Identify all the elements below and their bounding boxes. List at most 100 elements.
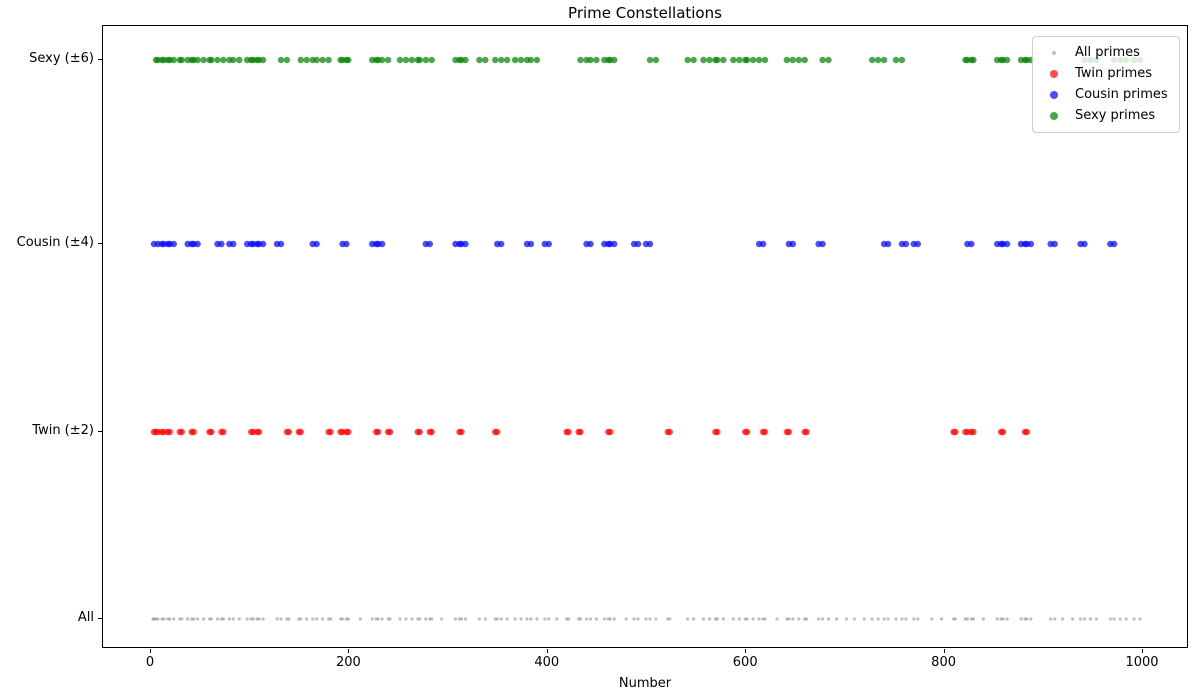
data-point-cousin-primes bbox=[426, 240, 433, 248]
data-point-all-primes bbox=[1078, 617, 1083, 621]
data-point-twin-primes bbox=[952, 428, 959, 436]
data-point-cousin-primes bbox=[646, 240, 654, 248]
data-point-all-primes bbox=[209, 617, 214, 621]
data-point-all-primes bbox=[227, 617, 231, 621]
xtick-label-1000: 1000 bbox=[1125, 655, 1159, 670]
data-point-all-primes bbox=[525, 617, 529, 621]
data-point-all-primes bbox=[1118, 617, 1122, 621]
data-point-all-primes bbox=[1138, 617, 1142, 621]
data-point-sexy-primes bbox=[898, 56, 906, 64]
data-point-twin-primes bbox=[803, 428, 810, 436]
data-point-all-primes bbox=[535, 617, 539, 621]
data-point-all-primes bbox=[495, 617, 499, 621]
data-point-all-primes bbox=[499, 617, 503, 621]
data-point-all-primes bbox=[797, 617, 801, 621]
data-point-all-primes bbox=[862, 617, 866, 621]
data-point-sexy-primes bbox=[384, 56, 392, 64]
data-point-all-primes bbox=[668, 617, 672, 621]
data-point-all-primes bbox=[513, 617, 517, 621]
ytick-label-cousin-4: Cousin (±4) bbox=[16, 235, 94, 250]
data-point-cousin-primes bbox=[611, 240, 618, 248]
data-point-cousin-primes bbox=[343, 240, 350, 248]
data-point-all-primes bbox=[584, 617, 589, 621]
data-point-all-primes bbox=[418, 617, 422, 621]
data-point-twin-primes bbox=[785, 428, 793, 436]
data-point-sexy-primes bbox=[874, 56, 882, 64]
data-point-sexy-primes bbox=[236, 56, 243, 64]
data-point-all-primes bbox=[1001, 617, 1005, 621]
data-point-sexy-primes bbox=[819, 56, 826, 64]
data-point-sexy-primes bbox=[825, 56, 832, 64]
data-point-all-primes bbox=[321, 617, 325, 621]
data-point-all-primes bbox=[410, 617, 414, 621]
data-point-all-primes bbox=[745, 617, 749, 621]
data-point-all-primes bbox=[608, 617, 612, 621]
data-point-sexy-primes bbox=[700, 56, 707, 64]
data-point-all-primes bbox=[440, 617, 444, 621]
data-point-sexy-primes bbox=[283, 56, 291, 64]
ytick-mark bbox=[98, 243, 102, 244]
data-point-twin-primes bbox=[220, 428, 227, 436]
data-point-all-primes bbox=[981, 617, 985, 621]
data-point-cousin-primes bbox=[170, 240, 177, 248]
twin-primes-marker-icon bbox=[1050, 69, 1058, 78]
data-point-all-primes bbox=[1088, 617, 1092, 621]
data-point-sexy-primes bbox=[297, 56, 304, 64]
data-point-cousin-primes bbox=[587, 240, 594, 248]
data-point-cousin-primes bbox=[1081, 240, 1088, 248]
data-point-all-primes bbox=[876, 617, 880, 621]
legend-label: Twin primes bbox=[1075, 66, 1153, 81]
data-point-all-primes bbox=[648, 617, 652, 621]
data-point-sexy-primes bbox=[801, 56, 808, 64]
ytick-label-sexy-6: Sexy (±6) bbox=[29, 51, 94, 66]
data-point-all-primes bbox=[257, 617, 261, 621]
data-point-all-primes bbox=[632, 617, 636, 621]
data-point-all-primes bbox=[483, 617, 487, 621]
data-point-sexy-primes bbox=[720, 56, 727, 64]
data-point-all-primes bbox=[329, 617, 333, 621]
legend-item-all-primes: All primes bbox=[1041, 42, 1173, 63]
data-point-twin-primes bbox=[666, 428, 673, 436]
data-point-all-primes bbox=[261, 617, 265, 621]
data-point-sexy-primes bbox=[611, 56, 618, 64]
data-point-all-primes bbox=[245, 617, 249, 621]
data-point-cousin-primes bbox=[378, 240, 386, 248]
data-point-sexy-primes bbox=[646, 56, 654, 64]
data-point-all-primes bbox=[237, 617, 241, 621]
legend-swatch bbox=[1041, 50, 1067, 55]
data-point-all-primes bbox=[636, 617, 640, 621]
data-point-all-primes bbox=[602, 617, 606, 621]
data-point-sexy-primes bbox=[714, 56, 721, 64]
ytick-mark bbox=[98, 431, 102, 432]
data-point-all-primes bbox=[192, 617, 196, 621]
data-point-all-primes bbox=[817, 617, 821, 621]
data-point-all-primes bbox=[1124, 617, 1128, 621]
data-point-all-primes bbox=[686, 617, 690, 621]
data-point-all-primes bbox=[196, 617, 200, 621]
data-point-sexy-primes bbox=[892, 56, 900, 64]
data-point-all-primes bbox=[477, 617, 481, 621]
data-point-all-primes bbox=[311, 617, 315, 621]
data-point-all-primes bbox=[894, 617, 898, 621]
data-point-twin-primes bbox=[178, 428, 185, 436]
ytick-mark bbox=[98, 618, 102, 619]
legend-item-sexy-primes: Sexy primes bbox=[1041, 105, 1173, 126]
data-point-sexy-primes bbox=[345, 56, 352, 64]
cousin-primes-marker-icon bbox=[1050, 90, 1058, 99]
data-point-all-primes bbox=[1005, 617, 1009, 621]
data-point-all-primes bbox=[912, 617, 916, 621]
data-point-sexy-primes bbox=[503, 56, 511, 64]
data-point-all-primes bbox=[358, 617, 362, 621]
xtick-mark bbox=[745, 649, 747, 653]
data-point-all-primes bbox=[882, 617, 886, 621]
data-point-cousin-primes bbox=[1111, 240, 1118, 248]
data-point-sexy-primes bbox=[593, 56, 600, 64]
data-point-all-primes bbox=[1049, 617, 1053, 621]
legend-label: Sexy primes bbox=[1075, 108, 1156, 123]
data-point-sexy-primes bbox=[220, 56, 227, 64]
xtick-mark bbox=[943, 649, 945, 653]
data-point-all-primes bbox=[398, 617, 402, 621]
data-point-sexy-primes bbox=[325, 56, 332, 64]
data-point-all-primes bbox=[340, 617, 345, 621]
data-point-all-primes bbox=[821, 617, 825, 621]
